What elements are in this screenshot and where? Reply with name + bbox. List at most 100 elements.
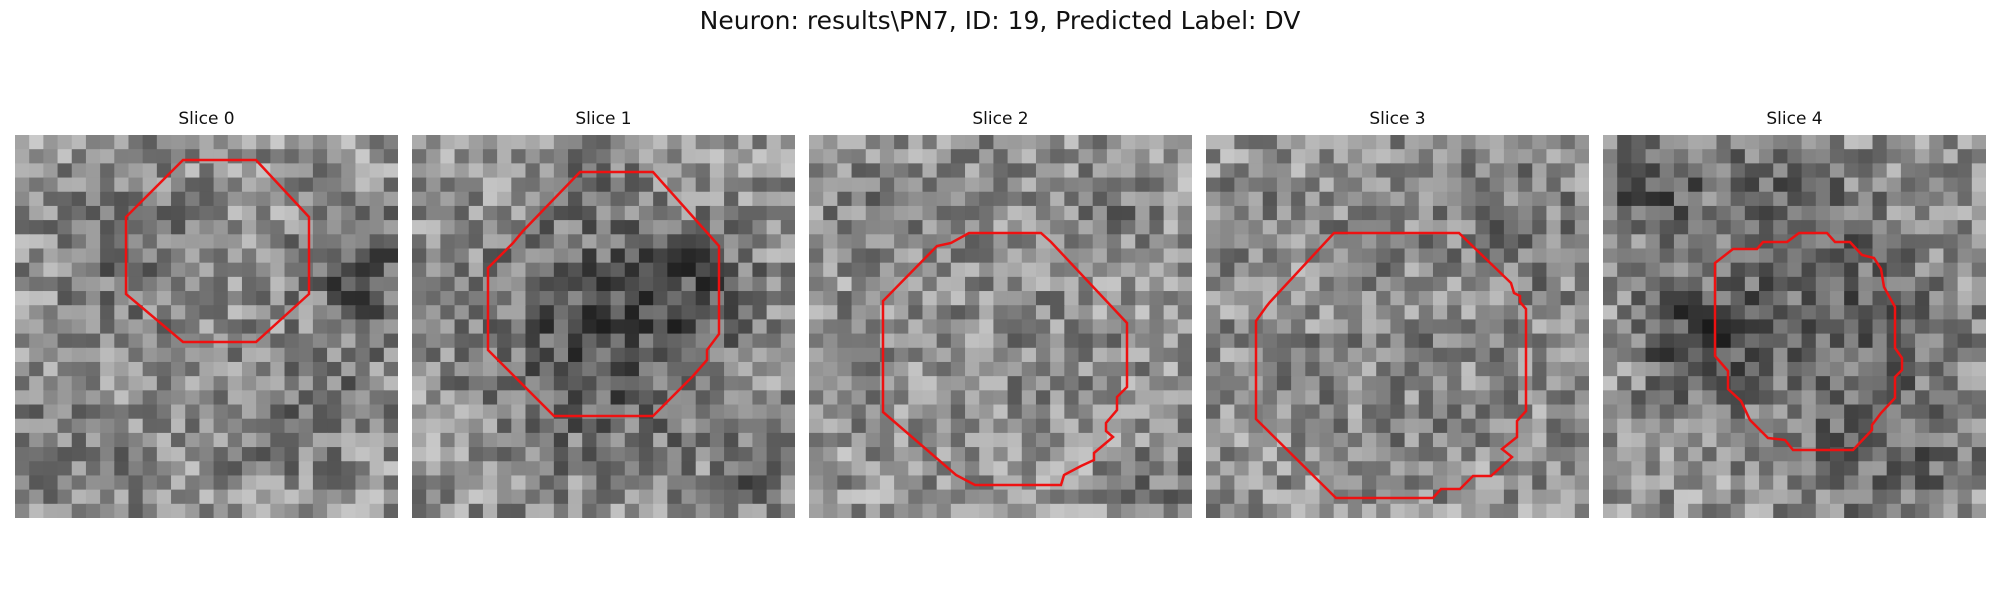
pixel [15,291,30,306]
pixel [1092,404,1108,420]
pixel [1574,262,1589,278]
pixel [809,163,824,179]
pixel [681,276,697,292]
pixel [1503,177,1519,193]
pixel [894,489,909,505]
pixel [922,234,938,250]
pixel [1092,347,1108,363]
pixel [879,489,895,505]
pixel [43,149,59,164]
pixel [241,248,257,264]
pixel [1177,333,1192,349]
pixel [1461,333,1477,349]
pixel [256,390,271,406]
pixel [1957,461,1973,477]
pixel [497,503,512,518]
pixel [128,361,144,377]
pixel [724,333,739,349]
pixel [1943,475,1959,491]
pixel [1121,489,1136,505]
pixel [766,191,782,207]
pixel [993,319,1009,335]
pixel [128,163,144,179]
pixel [1106,305,1122,321]
pixel [1518,276,1533,292]
pixel [539,461,555,477]
pixel [1886,489,1902,505]
pixel [568,333,583,349]
pixel [1532,461,1548,477]
pixel [1404,149,1420,164]
pixel [1929,432,1945,448]
pixel [638,135,654,150]
pixel [57,503,73,518]
pixel [1106,319,1122,335]
pixel [752,177,768,193]
pixel [227,191,243,207]
pixel [979,432,995,448]
pixel [1106,248,1122,264]
pixel [1234,347,1250,363]
pixel [1206,461,1221,477]
pixel [29,205,44,221]
pixel [950,376,966,391]
pixel [383,276,398,292]
pixel [1688,376,1703,391]
pixel [1234,461,1250,477]
pixel [156,404,172,420]
pixel [1206,390,1221,406]
pixel [284,163,300,179]
pixel [993,163,1009,179]
pixel [1915,447,1930,462]
pixel [610,489,626,505]
pixel [241,489,257,505]
pixel [298,234,314,250]
pixel [511,361,527,377]
pixel [1858,376,1874,391]
pixel [709,234,725,250]
pixel [1489,361,1505,377]
pixel [851,319,867,335]
pixel [667,503,683,518]
pixel [653,191,668,207]
pixel [1787,361,1803,377]
pixel [766,220,782,235]
pixel [1886,191,1902,207]
pixel [1333,475,1349,491]
pixel [128,432,144,448]
pixel [1872,205,1888,221]
pixel [1787,305,1803,321]
pixel [1943,376,1959,391]
pixel [610,305,626,321]
pixel [1503,234,1519,250]
pixel [142,503,158,518]
pixel [1716,432,1732,448]
pixel [1276,149,1292,164]
pixel [638,376,654,391]
pixel [1347,319,1363,335]
pixel [653,305,668,321]
pixel [1560,291,1576,306]
pixel [1489,503,1505,518]
pixel [1574,276,1589,292]
pixel [1163,191,1179,207]
pixel [29,234,44,250]
pixel [1432,347,1448,363]
pixel [1035,475,1051,491]
pixel [766,234,782,250]
pixel [809,276,824,292]
pixel [1305,333,1321,349]
pixel [327,418,342,434]
pixel [1546,149,1562,164]
pixel [1702,305,1718,321]
pixel [312,262,328,278]
pixel [1730,205,1746,221]
pixel [1744,149,1760,164]
pixel [284,149,300,164]
pixel [256,276,271,292]
pixel [1546,475,1562,491]
pixel [553,361,569,377]
pixel [624,262,640,278]
slice-panel-4: Slice 4 [1603,107,1986,519]
pixel [454,262,470,278]
